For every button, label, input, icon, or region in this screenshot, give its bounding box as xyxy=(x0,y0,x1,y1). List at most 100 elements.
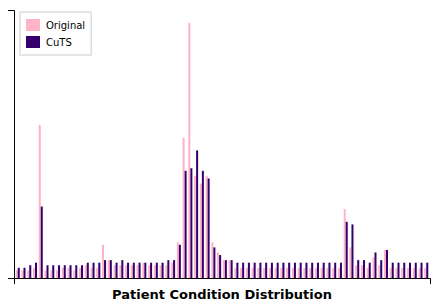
bar xyxy=(91,268,93,278)
bar xyxy=(225,260,227,278)
bar xyxy=(110,260,112,278)
bar xyxy=(351,224,353,278)
bar xyxy=(148,265,150,278)
bar xyxy=(357,260,359,278)
bar xyxy=(156,263,158,278)
bar xyxy=(127,263,129,278)
bar xyxy=(196,150,198,278)
bar xyxy=(334,263,336,278)
bar xyxy=(29,265,31,278)
bar xyxy=(372,258,374,278)
bar xyxy=(27,270,29,278)
bar xyxy=(68,268,70,278)
bar xyxy=(208,178,210,278)
bar xyxy=(332,268,334,278)
bar xyxy=(194,176,196,278)
bar xyxy=(277,263,279,278)
bar xyxy=(303,268,305,278)
bar xyxy=(248,263,250,278)
bar xyxy=(282,263,284,278)
bar xyxy=(58,265,60,278)
bar xyxy=(70,265,72,278)
bar xyxy=(355,265,357,278)
x-label: Patient Condition Distribution xyxy=(112,287,332,302)
bar xyxy=(346,222,348,278)
bar xyxy=(219,255,221,278)
bar xyxy=(271,263,273,278)
bar xyxy=(133,263,135,278)
bar xyxy=(75,265,77,278)
bar xyxy=(321,268,323,278)
bar xyxy=(119,265,121,278)
bar xyxy=(108,260,110,278)
bar-series xyxy=(18,150,429,278)
bar xyxy=(236,263,238,278)
bar xyxy=(403,263,405,278)
bar xyxy=(16,270,18,278)
bar xyxy=(286,268,288,278)
bar xyxy=(144,263,146,278)
bar xyxy=(309,268,311,278)
bar xyxy=(150,263,152,278)
bar xyxy=(384,250,386,278)
bar xyxy=(257,268,259,278)
bar xyxy=(142,263,144,278)
legend-label: CuTS xyxy=(46,37,72,48)
bar xyxy=(173,260,175,278)
bar xyxy=(367,268,369,278)
bar xyxy=(328,263,330,278)
bar xyxy=(18,268,20,278)
bar xyxy=(21,270,23,278)
bar xyxy=(323,263,325,278)
bar xyxy=(259,263,261,278)
bar xyxy=(229,260,231,278)
bar xyxy=(242,263,244,278)
bar xyxy=(338,268,340,278)
bar xyxy=(409,263,411,278)
bar xyxy=(390,268,392,278)
bar xyxy=(44,270,46,278)
bar xyxy=(294,263,296,278)
bar xyxy=(231,260,233,278)
bar xyxy=(395,268,397,278)
legend-box xyxy=(20,12,91,55)
bar xyxy=(137,265,139,278)
bar xyxy=(62,268,64,278)
bar xyxy=(52,265,54,278)
bar xyxy=(369,263,371,278)
bar xyxy=(96,268,98,278)
bar xyxy=(378,265,380,278)
bar xyxy=(190,168,192,278)
bar xyxy=(418,268,420,278)
bar xyxy=(33,268,35,278)
bar xyxy=(104,260,106,278)
bar xyxy=(288,263,290,278)
bar xyxy=(349,247,351,278)
plot xyxy=(8,11,431,285)
bar xyxy=(114,265,116,278)
bar xyxy=(317,263,319,278)
bar xyxy=(98,263,100,278)
bar xyxy=(206,176,208,278)
bar xyxy=(171,263,173,278)
bar xyxy=(415,263,417,278)
y-axis-line xyxy=(8,11,15,279)
bar xyxy=(121,260,123,278)
bar xyxy=(183,138,185,278)
bar xyxy=(50,270,52,278)
bar xyxy=(41,207,43,278)
bar xyxy=(23,268,25,278)
legend-swatch xyxy=(26,19,40,31)
bar xyxy=(252,268,254,278)
bar xyxy=(386,250,388,278)
bar xyxy=(254,263,256,278)
bar xyxy=(424,268,426,278)
bar xyxy=(154,265,156,278)
chart: Patient Condition DistributionOriginalCu… xyxy=(0,0,440,308)
bar xyxy=(79,268,81,278)
bar xyxy=(35,263,37,278)
bar xyxy=(165,265,167,278)
bar xyxy=(93,263,95,278)
bar xyxy=(275,268,277,278)
bar xyxy=(234,268,236,278)
